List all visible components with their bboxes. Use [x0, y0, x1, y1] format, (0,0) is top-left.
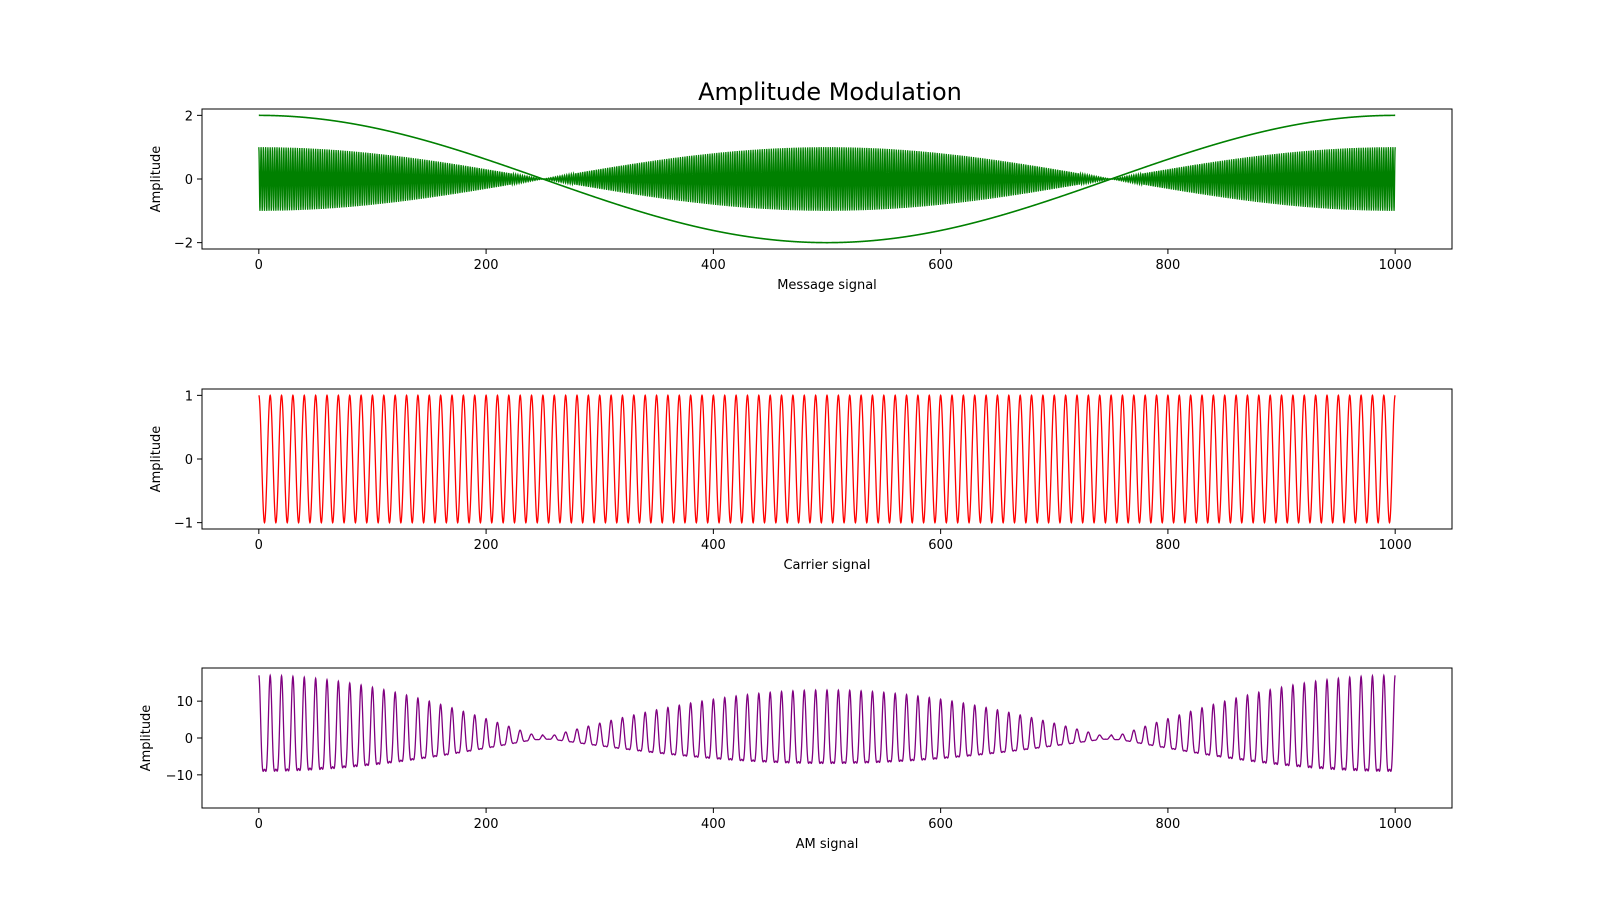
y-axis-label: Amplitude: [139, 705, 154, 772]
x-tick-label: 400: [701, 817, 726, 832]
series-line-2-1: [258, 393, 1396, 525]
x-axis-label: Carrier signal: [783, 558, 870, 573]
x-tick-label: 800: [1155, 538, 1180, 553]
y-axis-label: Amplitude: [149, 146, 164, 213]
y-tick-label: 0: [185, 173, 193, 188]
x-tick-label: 0: [255, 258, 263, 273]
x-tick-label: 200: [474, 538, 499, 553]
figure-title: Amplitude Modulation: [698, 78, 962, 106]
x-tick-label: 400: [701, 538, 726, 553]
y-tick-label: 0: [185, 453, 193, 468]
x-tick-label: 0: [255, 538, 263, 553]
y-axis-label: Amplitude: [149, 426, 164, 493]
x-tick-label: 1000: [1379, 258, 1412, 273]
axes-frame: [201, 388, 1453, 530]
x-axis-label: Message signal: [777, 278, 877, 293]
x-tick-label: 600: [928, 538, 953, 553]
x-tick-label: 600: [928, 817, 953, 832]
y-tick-label: −1: [174, 517, 193, 532]
subplot-2: 0 200 400 600 800 1000 −1 0 1 Carrier signal Ampli…: [149, 388, 1453, 573]
series-line-1-2: [258, 147, 1396, 211]
y-tick-label: 2: [185, 109, 193, 124]
x-tick-label: 0: [255, 817, 263, 832]
subplot-3: 0 200 400 600 800 1000 −10 0 10 AM signal Amplitud…: [139, 667, 1453, 852]
y-tick-label: 0: [185, 732, 193, 747]
x-tick-label: 800: [1155, 258, 1180, 273]
x-tick-label: 200: [474, 817, 499, 832]
series-line-1-1: [258, 114, 1396, 244]
y-tick-label: −10: [166, 769, 193, 784]
subplot-1: 0 200 400 600 800 1000 −2 0 2 Message signal Ampli…: [149, 108, 1453, 293]
x-axis-label: AM signal: [796, 837, 859, 852]
y-tick-label: 10: [176, 695, 193, 710]
y-tick-label: −2: [174, 237, 193, 252]
x-tick-label: 600: [928, 258, 953, 273]
x-tick-label: 400: [701, 258, 726, 273]
x-tick-label: 200: [474, 258, 499, 273]
series-line-3-1: [258, 673, 1396, 773]
x-tick-label: 800: [1155, 817, 1180, 832]
x-tick-label: 1000: [1379, 817, 1412, 832]
x-tick-label: 1000: [1379, 538, 1412, 553]
y-tick-label: 1: [185, 389, 193, 404]
